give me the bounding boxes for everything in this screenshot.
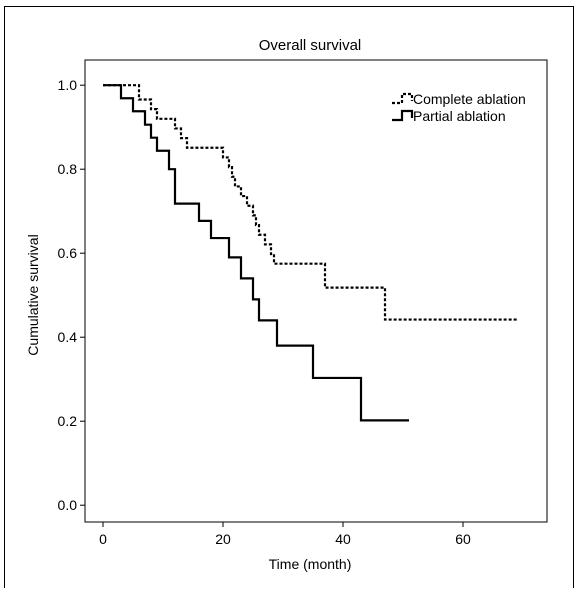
legend-symbol-partial-ablation bbox=[392, 109, 414, 122]
chart-title: Overall survival bbox=[259, 37, 362, 54]
legend-label-complete-ablation: Complete ablation bbox=[413, 91, 526, 107]
y-tick-label: 0.0 bbox=[58, 497, 78, 513]
figure-frame bbox=[4, 6, 574, 588]
plot-frame bbox=[84, 59, 548, 523]
y-tick-label: 0.2 bbox=[58, 413, 78, 429]
legend-symbol-complete-ablation bbox=[392, 92, 414, 105]
y-tick-label: 0.6 bbox=[58, 245, 78, 261]
x-tick-label: 20 bbox=[215, 531, 231, 547]
legend-label-partial-ablation: Partial ablation bbox=[413, 108, 506, 124]
y-tick-label: 0.8 bbox=[58, 161, 78, 177]
plot-area: 0.0 0.2 0.4 0.6 0.8 1.0 0 20 40 60 bbox=[58, 59, 548, 547]
survival-curve-complete-ablation bbox=[103, 84, 517, 321]
survival-curve-partial-ablation bbox=[103, 84, 409, 422]
x-tick-label: 60 bbox=[455, 531, 471, 547]
y-axis-label: Cumulative survival bbox=[25, 234, 41, 355]
x-tick-label: 0 bbox=[99, 531, 107, 547]
x-tick-label: 40 bbox=[335, 531, 351, 547]
y-tick-label: 0.4 bbox=[58, 329, 78, 345]
x-axis-label: Time (month) bbox=[269, 556, 352, 572]
y-tick-label: 1.0 bbox=[58, 77, 78, 93]
